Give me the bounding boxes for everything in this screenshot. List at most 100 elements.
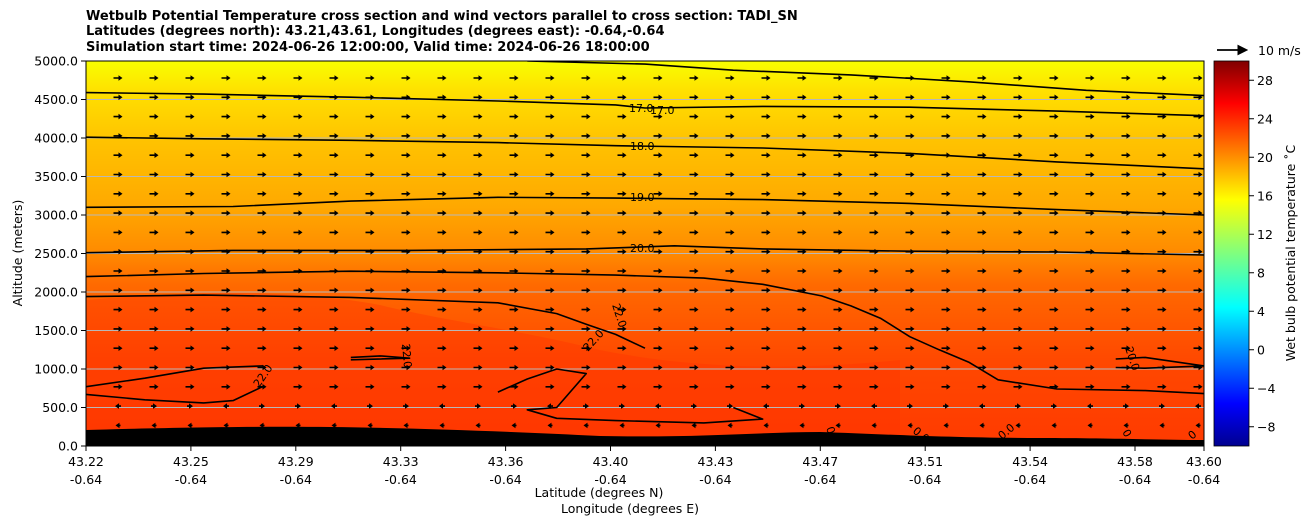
wind-vector <box>1157 152 1167 158</box>
wind-vector <box>725 384 735 390</box>
wind-vector <box>293 287 303 294</box>
wind-vector <box>185 326 195 332</box>
wind-vector <box>1085 94 1095 101</box>
wind-vector <box>509 345 519 351</box>
wind-vector <box>1085 229 1095 236</box>
wind-vector <box>1121 133 1131 139</box>
wind-vector <box>329 171 339 178</box>
wind-vector <box>797 364 807 371</box>
wind-vector <box>1013 94 1023 101</box>
wind-vector <box>185 133 195 139</box>
wind-vector <box>151 403 157 409</box>
wind-vector <box>905 384 915 390</box>
x-axis-label-longitude: Longitude (degrees E) <box>561 501 699 516</box>
wind-vector <box>617 384 627 390</box>
wind-vector <box>727 403 733 409</box>
wind-vectors <box>113 75 1203 446</box>
wind-vector <box>1085 364 1095 371</box>
y-tick-label: 3500.0 <box>34 169 78 184</box>
contour-line <box>86 245 1204 256</box>
colorbar-tick-label: 16 <box>1257 188 1273 203</box>
wind-vector <box>763 422 769 429</box>
wind-vector <box>293 191 303 197</box>
wind-vector <box>545 171 555 178</box>
wind-vector <box>617 94 627 101</box>
wind-vector <box>797 152 807 158</box>
wind-vector <box>149 94 159 101</box>
wind-vector <box>977 326 987 332</box>
contour-line <box>350 355 411 361</box>
wind-vector <box>185 171 195 178</box>
contour-line <box>86 91 1204 117</box>
wind-vector <box>1157 268 1167 274</box>
wind-vector <box>367 403 373 409</box>
x-tick-label-lat: 43.54 <box>1012 454 1048 469</box>
wind-vector <box>437 75 447 81</box>
wind-vector <box>761 152 771 158</box>
wind-vector <box>689 94 699 101</box>
wind-vector <box>941 287 951 294</box>
wind-vector <box>1049 229 1059 236</box>
wind-vector <box>1195 403 1201 409</box>
wind-vector <box>221 326 231 332</box>
wind-vector <box>329 287 339 294</box>
wind-vector <box>689 229 699 236</box>
wind-vector <box>581 75 591 81</box>
colorbar-ticks: −8 −4 0 4 8 12 16 20 24 28 <box>1249 73 1275 434</box>
wind-vector <box>1121 268 1131 274</box>
wind-vector <box>943 422 949 429</box>
wind-vector <box>725 171 735 178</box>
wind-vector <box>1121 345 1131 351</box>
wind-vector <box>545 113 555 120</box>
terrain-mask <box>86 426 1204 446</box>
wind-vector <box>941 364 951 371</box>
wind-vector <box>833 384 843 390</box>
wind-vector <box>1157 326 1167 332</box>
wind-vector <box>617 75 627 81</box>
wind-vector <box>725 345 735 351</box>
wind-vector <box>1049 326 1059 332</box>
wind-vector <box>725 326 735 332</box>
wind-vector <box>149 345 159 351</box>
y-axis-label: Altitude (meters) <box>10 200 25 307</box>
wind-vector <box>545 384 555 390</box>
wind-vector <box>401 229 411 236</box>
wind-vector <box>725 268 735 274</box>
wind-vector <box>473 326 483 332</box>
wind-vector <box>905 287 915 294</box>
wind-vector <box>833 191 843 197</box>
wind-vector <box>617 191 627 197</box>
wind-vector <box>725 75 735 81</box>
wind-vector <box>545 248 555 255</box>
wind-vector <box>617 133 627 139</box>
wind-vector <box>473 345 483 351</box>
wind-vector <box>437 229 447 236</box>
wind-vector <box>1049 210 1059 216</box>
wind-vector <box>941 345 951 351</box>
wind-vector <box>1049 191 1059 197</box>
wind-vector <box>437 345 447 351</box>
wind-vector <box>149 113 159 120</box>
wind-vector <box>797 94 807 101</box>
wind-vector <box>185 384 195 390</box>
wind-vector <box>1121 113 1131 120</box>
wind-vector <box>365 152 375 158</box>
x-tick-label-lat: 43.36 <box>488 454 524 469</box>
wind-vector <box>221 306 231 313</box>
wind-vector <box>509 75 519 81</box>
wind-vector <box>115 422 121 429</box>
x-tick-label-lon: -0.64 <box>175 472 207 487</box>
wind-vector <box>1157 75 1167 81</box>
wind-vector <box>221 133 231 139</box>
wind-vector <box>871 422 877 429</box>
wind-vector <box>1013 384 1023 390</box>
wind-vector <box>653 326 663 332</box>
wind-vector <box>365 210 375 216</box>
wind-vector <box>943 403 949 409</box>
wind-vector <box>689 75 699 81</box>
wind-vector <box>941 113 951 120</box>
wind-vector <box>655 422 661 429</box>
wind-vector <box>869 326 879 332</box>
wind-vector <box>581 229 591 236</box>
wind-vector <box>833 210 843 216</box>
